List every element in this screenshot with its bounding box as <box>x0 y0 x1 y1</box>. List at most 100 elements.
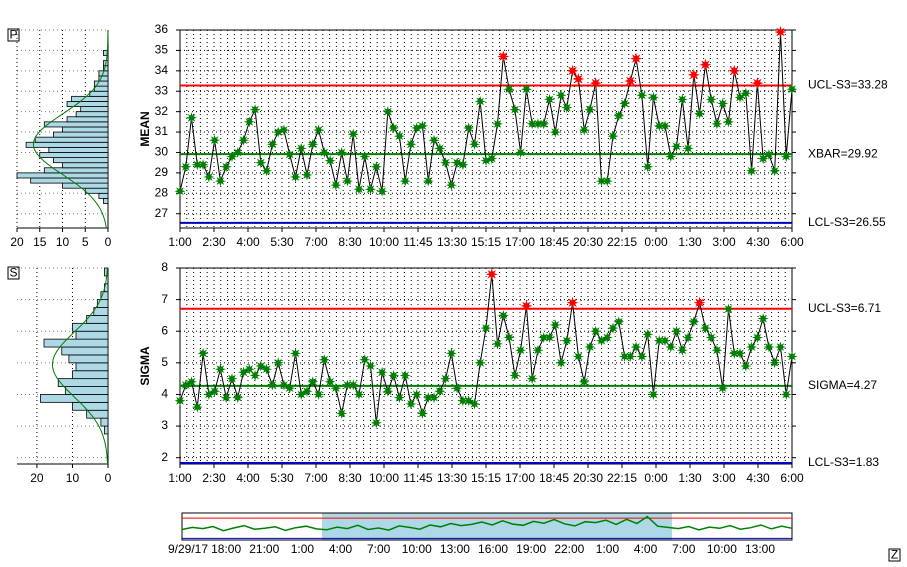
x-tick-label: 7:00 <box>304 235 328 249</box>
y-tick-label: 36 <box>155 22 169 36</box>
hist-bar <box>93 307 109 316</box>
hist-x-tick-label: 20 <box>30 471 44 485</box>
data-point <box>636 89 648 101</box>
data-point <box>255 157 267 169</box>
x-tick-label: 0:00 <box>644 235 668 249</box>
data-point <box>434 385 446 397</box>
data-point <box>705 93 717 105</box>
y-tick-label: 6 <box>161 323 168 337</box>
data-point <box>440 157 452 169</box>
data-point <box>676 93 688 105</box>
data-point <box>209 385 221 397</box>
x-tick-label: 20:30 <box>573 235 603 249</box>
data-point <box>417 120 428 132</box>
data-point <box>243 116 255 128</box>
data-point <box>775 341 786 353</box>
data-point <box>607 322 619 334</box>
data-point <box>711 344 723 356</box>
data-point <box>261 165 273 177</box>
data-point <box>647 389 659 400</box>
hist-bar <box>75 111 109 118</box>
overview-label: 10:00 <box>402 542 432 556</box>
overview-label: 4:00 <box>634 542 658 556</box>
y-tick-label: 27 <box>155 206 169 220</box>
data-point <box>284 149 296 160</box>
control-line-label: LCL-S3=26.55 <box>808 215 886 229</box>
overview-line <box>181 515 793 532</box>
hist-x-tick-label: 0 <box>105 471 112 485</box>
data-point <box>376 185 388 197</box>
data-point <box>584 104 596 116</box>
alarm-point <box>630 52 643 65</box>
data-point <box>186 376 197 388</box>
data-point <box>313 389 325 400</box>
y-tick-label: 28 <box>155 185 169 199</box>
data-point <box>734 91 746 103</box>
data-point <box>486 153 498 165</box>
data-point <box>561 335 573 347</box>
data-point <box>578 124 590 136</box>
alarm-point <box>693 296 706 309</box>
control-line-label: UCL-S3=6.71 <box>808 301 881 315</box>
data-point <box>676 344 688 356</box>
x-tick-label: 1:00 <box>168 471 192 485</box>
data-point <box>763 149 775 160</box>
data-point <box>388 370 400 381</box>
x-tick-label: 7:00 <box>304 471 328 485</box>
data-point <box>497 309 509 321</box>
chart-button[interactable] <box>7 266 20 280</box>
data-point <box>711 118 723 130</box>
control-line-label: LCL-S3=1.83 <box>808 455 879 469</box>
data-point <box>445 347 457 359</box>
alarm-point <box>497 50 510 63</box>
data-point <box>786 351 798 362</box>
x-tick-label: 4:30 <box>746 235 770 249</box>
data-point <box>469 398 480 410</box>
overview-window[interactable] <box>322 513 672 540</box>
data-point <box>699 322 711 334</box>
data-point <box>613 110 625 122</box>
data-point <box>780 151 792 163</box>
data-point <box>365 183 376 195</box>
data-point <box>503 332 515 343</box>
data-point <box>422 175 434 187</box>
data-point <box>249 370 261 381</box>
hist-bar <box>61 346 109 356</box>
alarm-point <box>624 75 637 87</box>
data-point <box>220 161 232 173</box>
data-point <box>659 120 671 132</box>
overview-label: 7:00 <box>367 542 391 556</box>
hist-bar <box>43 121 109 128</box>
chart-button[interactable] <box>7 28 20 42</box>
x-tick-label: 15:15 <box>471 235 501 249</box>
data-point <box>209 134 221 146</box>
hist-bar <box>71 95 109 102</box>
x-tick-label: 1:30 <box>678 235 702 249</box>
overview-label: 7:00 <box>672 542 696 556</box>
overview-label: 21:00 <box>249 542 279 556</box>
corner-button[interactable] <box>888 548 901 562</box>
alarm-point <box>699 58 712 71</box>
data-point <box>174 185 186 197</box>
data-point <box>341 175 353 187</box>
data-point <box>301 169 313 181</box>
data-point <box>561 102 573 114</box>
hist-bar <box>64 386 109 395</box>
x-tick-label: 18:45 <box>539 471 569 485</box>
overview-label: 13:00 <box>745 542 775 556</box>
data-point <box>659 335 671 347</box>
hist-x-tick-label: 20 <box>10 235 24 249</box>
data-point <box>746 341 758 353</box>
data-point <box>769 165 781 177</box>
hist-bar <box>66 116 109 123</box>
data-point <box>370 161 382 173</box>
x-tick-label: 4:00 <box>236 471 260 485</box>
overview-label: 18:00 <box>211 542 241 556</box>
x-tick-label: 22:15 <box>607 471 637 485</box>
data-point <box>642 161 654 173</box>
data-point <box>330 382 342 394</box>
control-line-label: XBAR=29.92 <box>808 146 878 160</box>
hist-bar <box>34 136 109 143</box>
control-line-label: SIGMA=4.27 <box>808 378 877 392</box>
plot-frame <box>179 267 793 465</box>
